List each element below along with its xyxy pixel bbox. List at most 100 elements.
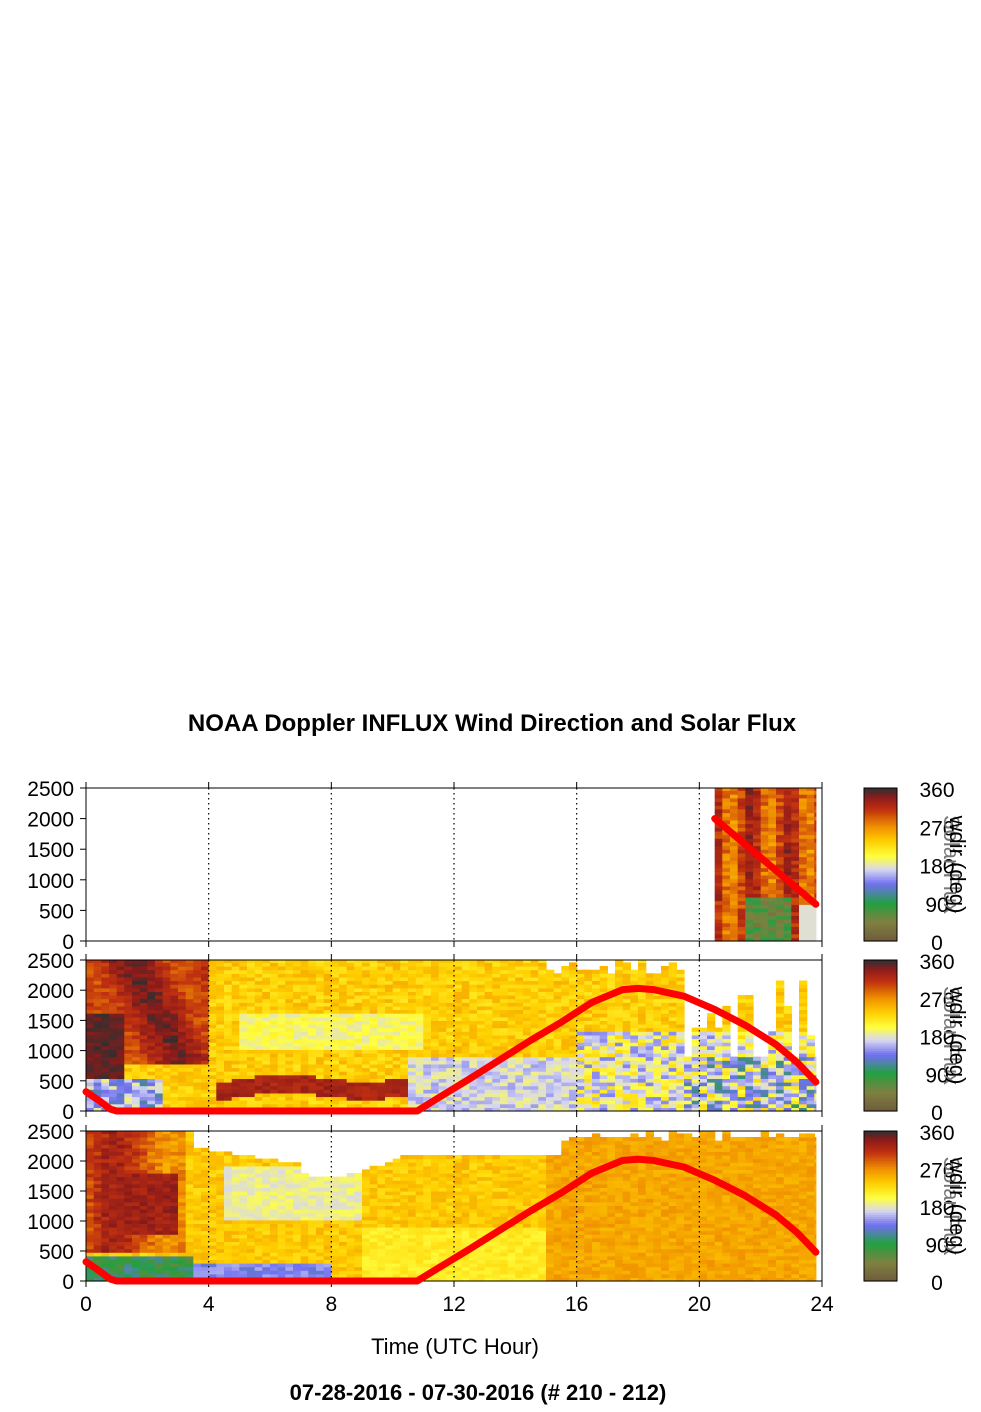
colorbar-segment	[864, 877, 897, 880]
heatmap-cell	[546, 1103, 555, 1108]
heatmap-cell	[737, 801, 746, 806]
heatmap-cell	[132, 1085, 141, 1090]
heatmap-cell	[101, 1013, 110, 1018]
heatmap-cell	[714, 867, 723, 872]
colorbar-tick-label: 0	[931, 932, 943, 955]
heatmap-cell	[178, 1063, 187, 1069]
heatmap-cell	[147, 1165, 156, 1170]
heatmap-cell	[814, 893, 817, 898]
heatmap-cell	[530, 1100, 539, 1105]
heatmap-cell	[392, 1053, 401, 1058]
heatmap-cell	[155, 969, 164, 974]
heatmap-cell	[193, 976, 202, 982]
heatmap-cell	[155, 1205, 164, 1210]
heatmap-cell	[201, 1016, 210, 1021]
heatmap-cell	[316, 1078, 325, 1083]
heatmap-cell	[124, 1131, 133, 1134]
heatmap-cell	[185, 1024, 194, 1029]
heatmap-cell	[216, 973, 225, 978]
heatmap-cell	[124, 1209, 133, 1214]
heatmap-cell	[592, 1024, 601, 1029]
heatmap-cell	[101, 1096, 110, 1101]
heatmap-cell	[86, 1144, 95, 1149]
heatmap-cell	[753, 845, 762, 850]
heatmap-cell	[147, 1049, 156, 1054]
heatmap-cell	[178, 1038, 187, 1043]
heatmap-cell	[270, 1053, 279, 1058]
heatmap-cell	[814, 1092, 817, 1098]
heatmap-cell	[178, 1020, 187, 1025]
heatmap-cell	[262, 1096, 271, 1101]
heatmap-cell	[400, 1009, 409, 1014]
heatmap-cell	[369, 987, 378, 992]
heatmap-cell	[377, 1042, 386, 1047]
heatmap-cell	[377, 1005, 386, 1011]
heatmap-cell	[661, 1100, 670, 1105]
heatmap-cell	[592, 1027, 601, 1032]
heatmap-cell	[155, 1162, 164, 1167]
heatmap-cell	[584, 1031, 593, 1036]
heatmap-cell	[438, 1038, 447, 1043]
heatmap-cell	[162, 1092, 171, 1098]
heatmap-cell	[653, 1009, 662, 1014]
heatmap-cell	[308, 1045, 317, 1050]
heatmap-cell	[170, 1273, 179, 1278]
heatmap-cell	[400, 1013, 409, 1018]
heatmap-cell	[638, 1100, 647, 1105]
heatmap-cell	[722, 1024, 731, 1029]
heatmap-cell	[208, 1016, 217, 1021]
heatmap-cell	[477, 962, 486, 967]
heatmap-cell	[622, 1107, 631, 1112]
heatmap-cell	[147, 1180, 156, 1185]
heatmap-cell	[737, 1016, 746, 1021]
heatmap-cell	[607, 976, 616, 982]
heatmap-cell	[799, 1002, 808, 1007]
heatmap-cell	[569, 1067, 578, 1072]
heatmap-cell	[101, 1053, 110, 1058]
heatmap-cell	[208, 1002, 217, 1007]
heatmap-cell	[546, 1060, 555, 1065]
heatmap-cell	[247, 991, 256, 996]
heatmap-cell	[139, 1173, 148, 1178]
heatmap-cell	[707, 1100, 716, 1105]
heatmap-cell	[185, 1020, 194, 1025]
heatmap-cell	[806, 788, 815, 791]
heatmap-cell	[231, 1002, 240, 1007]
heatmap-cell	[247, 1002, 256, 1007]
heatmap-cell	[722, 1053, 731, 1058]
heatmap-cell	[553, 973, 562, 978]
heatmap-cell	[162, 1255, 171, 1260]
heatmap-cell	[753, 790, 762, 795]
heatmap-cell	[247, 1053, 256, 1058]
heatmap-cell	[753, 1107, 762, 1112]
heatmap-cell	[745, 889, 754, 894]
heatmap-cell	[814, 1096, 817, 1101]
heatmap-cell	[270, 966, 279, 971]
heatmap-cell	[377, 1034, 386, 1040]
heatmap-cell	[247, 1085, 256, 1090]
heatmap-cell	[454, 1005, 463, 1011]
heatmap-cell	[653, 1082, 662, 1087]
heatmap-cell	[362, 1005, 371, 1011]
heatmap-cell	[139, 1067, 148, 1072]
heatmap-cell	[538, 980, 547, 985]
heatmap-cell	[93, 1053, 102, 1058]
heatmap-cell	[745, 1034, 754, 1040]
heatmap-cell	[86, 1216, 95, 1221]
heatmap-cell	[760, 834, 769, 839]
heatmap-cell	[806, 801, 815, 806]
heatmap-cell	[523, 1045, 532, 1050]
heatmap-cell	[331, 960, 340, 963]
heatmap-cell	[776, 900, 785, 905]
heatmap-cell	[753, 812, 762, 817]
heatmap-cell	[339, 1034, 348, 1040]
heatmap-cell	[139, 1002, 148, 1007]
heatmap-cell	[270, 969, 279, 974]
heatmap-cell	[277, 960, 286, 963]
heatmap-cell	[760, 893, 769, 898]
heatmap-cell	[362, 1038, 371, 1043]
heatmap-cell	[285, 987, 294, 992]
heatmap-cell	[500, 1002, 509, 1007]
heatmap-cell	[500, 995, 509, 1000]
heatmap-cell	[93, 1191, 102, 1196]
